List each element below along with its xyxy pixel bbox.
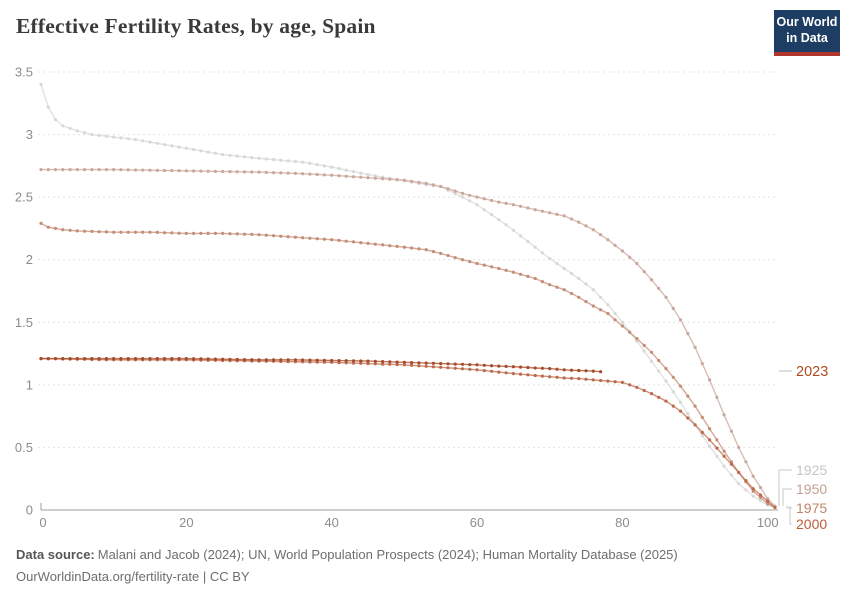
license-link[interactable]: OurWorldinData.org/fertility-rate | CC B… (16, 569, 250, 584)
x-tick-label-0: 0 (39, 515, 46, 530)
series-2023[interactable] (39, 357, 603, 374)
legend-connector-1950 (782, 488, 792, 506)
y-tick-label-3: 3 (26, 127, 33, 142)
y-tick-label-0.5: 0.5 (15, 440, 33, 455)
legend-connector-1925 (778, 469, 792, 506)
chart-footer: Data source: Malani and Jacob (2024); UN,… (16, 544, 796, 588)
x-tick-label-60: 60 (470, 515, 484, 530)
y-tick-label-0: 0 (26, 503, 33, 518)
data-source-line: Data source: Malani and Jacob (2024); UN,… (16, 547, 678, 562)
legend-label-1925[interactable]: 1925 (796, 462, 827, 478)
x-tick-label-80: 80 (615, 515, 629, 530)
y-tick-label-1.5: 1.5 (15, 315, 33, 330)
data-source-label: Data source: (16, 547, 95, 562)
data-source-text: Malani and Jacob (2024); UN, World Popul… (97, 547, 678, 562)
owid-logo-line2: in Data (786, 31, 828, 45)
y-tick-label-1: 1 (26, 377, 33, 392)
series-1950[interactable] (39, 168, 777, 508)
y-tick-label-3.5: 3.5 (15, 65, 33, 80)
series-1975[interactable] (39, 221, 777, 510)
legend-connector-2000 (789, 506, 792, 525)
page-title: Effective Fertility Rates, by age, Spain (16, 14, 376, 38)
x-tick-label-100: 100 (757, 515, 779, 530)
y-tick-label-2: 2 (26, 252, 33, 267)
legend-label-2023[interactable]: 2023 (796, 364, 828, 380)
legend-label-2000[interactable]: 2000 (796, 516, 827, 532)
series-1925[interactable] (39, 82, 777, 510)
y-tick-label-2.5: 2.5 (15, 190, 33, 205)
x-tick-label-40: 40 (324, 515, 338, 530)
owid-logo-line1: Our World (776, 15, 838, 29)
owid-logo[interactable]: Our World in Data (774, 10, 840, 56)
legend-label-1975[interactable]: 1975 (796, 500, 827, 516)
x-tick-label-20: 20 (179, 515, 193, 530)
legend-label-1950[interactable]: 1950 (796, 481, 827, 497)
